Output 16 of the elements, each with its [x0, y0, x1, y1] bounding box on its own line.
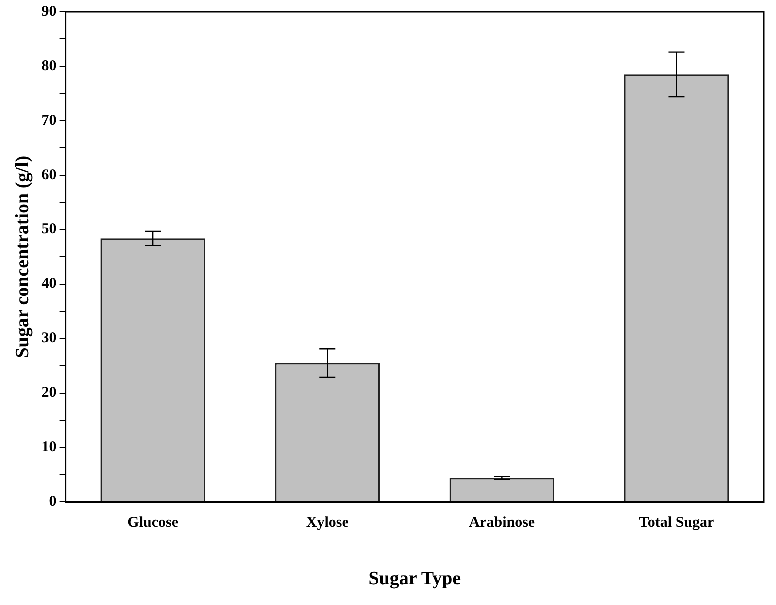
y-tick-label: 60 — [42, 167, 57, 184]
x-tick-label: Glucose — [128, 515, 179, 532]
y-tick-label: 90 — [42, 4, 57, 20]
y-tick-label: 0 — [49, 494, 57, 510]
y-tick-label: 40 — [42, 276, 57, 292]
x-tick-label: Arabinose — [469, 515, 536, 532]
y-axis-title: Sugar concentration (g/l) — [12, 156, 34, 358]
y-tick-label: 80 — [42, 58, 57, 74]
y-tick-label: 50 — [42, 222, 57, 238]
y-tick-label: 70 — [42, 112, 57, 129]
x-tick-label: Total Sugar — [639, 515, 715, 532]
y-tick-label: 20 — [42, 385, 57, 402]
x-tick-label: Xylose — [306, 515, 350, 532]
y-tick-label: 10 — [42, 440, 57, 456]
y-tick-label: 30 — [42, 330, 57, 347]
x-axis-title: Sugar Type — [368, 568, 462, 590]
